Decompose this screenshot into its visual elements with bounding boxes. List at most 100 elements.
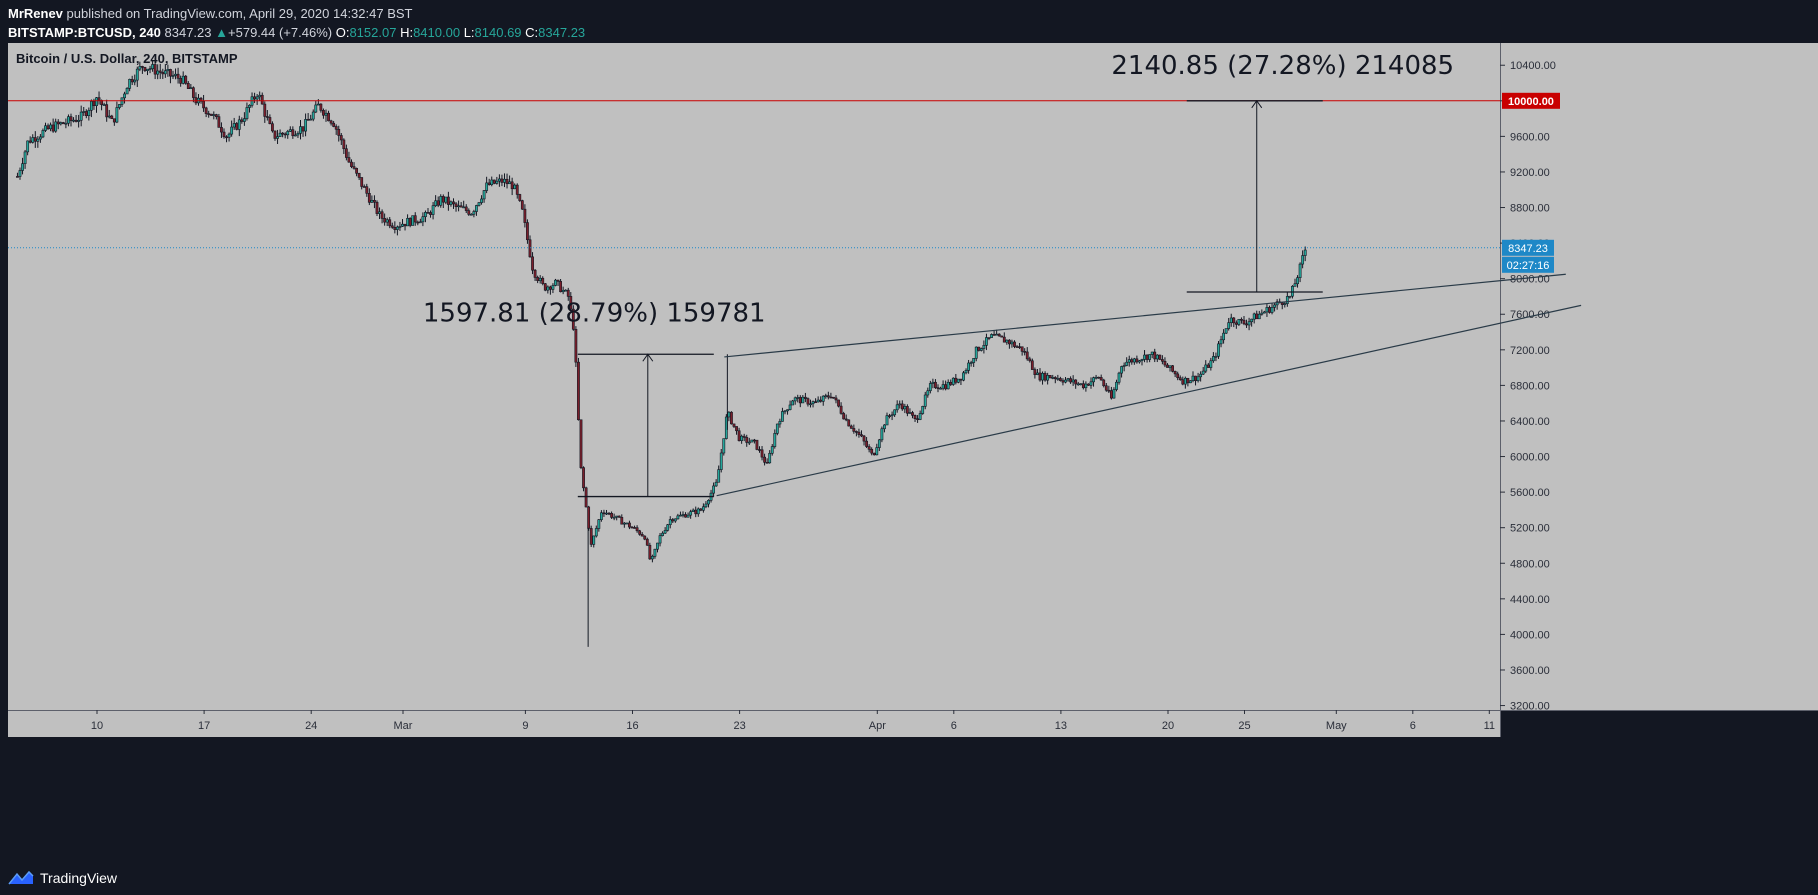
candle-body	[237, 119, 241, 130]
candle-body	[286, 131, 290, 136]
candle-body	[230, 126, 234, 135]
candle-body	[424, 212, 427, 218]
candle-body	[380, 211, 384, 219]
candle-body	[477, 202, 481, 206]
candle-body	[118, 104, 121, 108]
wedge-trendline	[724, 273, 1566, 358]
candle-body	[650, 555, 654, 560]
candle-body	[967, 362, 970, 371]
candle-body	[273, 130, 277, 139]
candle-body	[1199, 373, 1203, 378]
candle-body	[1237, 318, 1241, 325]
candle-body	[895, 404, 899, 411]
candle-body	[839, 405, 843, 414]
candle-body	[1087, 383, 1090, 386]
candle-body	[602, 512, 606, 515]
x-tick-label: 10	[91, 720, 103, 732]
candle-body	[413, 215, 417, 223]
candle-body	[64, 122, 68, 125]
candle-body	[446, 196, 450, 205]
candle-body	[949, 381, 953, 385]
candle-body	[510, 181, 514, 190]
candle-body	[526, 222, 529, 241]
candle-body	[258, 94, 262, 98]
candle-body	[768, 452, 772, 464]
candle-body	[373, 199, 376, 203]
candle-body	[885, 415, 889, 426]
candle-body	[1173, 371, 1177, 375]
candle-body	[1043, 373, 1047, 381]
candle-body	[209, 113, 213, 116]
candle-body	[625, 522, 629, 525]
countdown-label: 02:27:16	[1507, 260, 1550, 272]
candle-body	[663, 530, 667, 534]
candle-body	[548, 286, 552, 290]
candle-body	[54, 121, 58, 132]
candle-body	[1107, 389, 1111, 392]
candle-body	[574, 329, 578, 363]
candles	[16, 57, 1307, 647]
candle-body	[1296, 277, 1299, 285]
candle-body	[765, 462, 769, 464]
candle-body	[903, 406, 907, 410]
candle-body	[97, 97, 101, 101]
candle-body	[941, 384, 945, 389]
candle-body	[1038, 372, 1042, 381]
candle-body	[408, 218, 412, 226]
candle-body	[452, 201, 455, 205]
candle-body	[281, 132, 285, 135]
y-tick-label: 10400.00	[1510, 60, 1556, 72]
candle-body	[1102, 379, 1106, 387]
candle-body	[1127, 359, 1131, 363]
candle-body	[51, 124, 55, 132]
candle-body	[186, 83, 190, 89]
tradingview-branding[interactable]: TradingView	[8, 870, 117, 886]
candle-body	[176, 73, 180, 79]
candle-body	[82, 111, 86, 113]
candle-body	[153, 64, 157, 75]
candle-body	[74, 119, 78, 122]
candle-body	[531, 256, 534, 271]
candle-body	[1247, 321, 1251, 326]
candle-body	[939, 387, 942, 390]
y-tick-label: 4400.00	[1510, 594, 1550, 606]
candle-body	[612, 516, 616, 519]
candle-body	[615, 515, 619, 518]
candle-body	[737, 430, 741, 441]
y-tick-label: 5200.00	[1510, 523, 1550, 535]
candle-body	[362, 186, 366, 188]
candle-body	[745, 437, 749, 443]
candle-body	[388, 219, 392, 227]
candle-body	[556, 279, 560, 282]
candle-body	[431, 205, 435, 215]
candle-body	[837, 399, 840, 407]
candle-body	[806, 398, 810, 405]
candle-body	[18, 170, 22, 177]
candle-body	[301, 126, 305, 132]
candle-body	[554, 279, 557, 286]
candle-body	[819, 399, 823, 402]
candle-body	[112, 118, 116, 123]
candle-body	[926, 390, 930, 396]
candle-body	[520, 200, 524, 210]
candle-body	[342, 139, 346, 150]
candle-body	[95, 97, 98, 107]
candle-body	[974, 346, 978, 359]
author-name[interactable]: MrRenev	[8, 6, 63, 21]
candle-body	[350, 161, 353, 167]
candle-body	[194, 97, 198, 104]
plot-area	[8, 43, 1500, 710]
candle-body	[1229, 317, 1233, 323]
candle-body	[1273, 304, 1276, 308]
candle-body	[707, 499, 710, 505]
candle-body	[1291, 286, 1294, 297]
candle-body	[41, 130, 45, 138]
candle-body	[1214, 355, 1218, 358]
candle-body	[79, 111, 83, 121]
candle-body	[1000, 335, 1004, 338]
candle-body	[582, 467, 585, 489]
tradingview-logo-icon	[8, 870, 34, 885]
high-value: 8410.00	[413, 25, 461, 40]
candle-body	[793, 397, 797, 402]
